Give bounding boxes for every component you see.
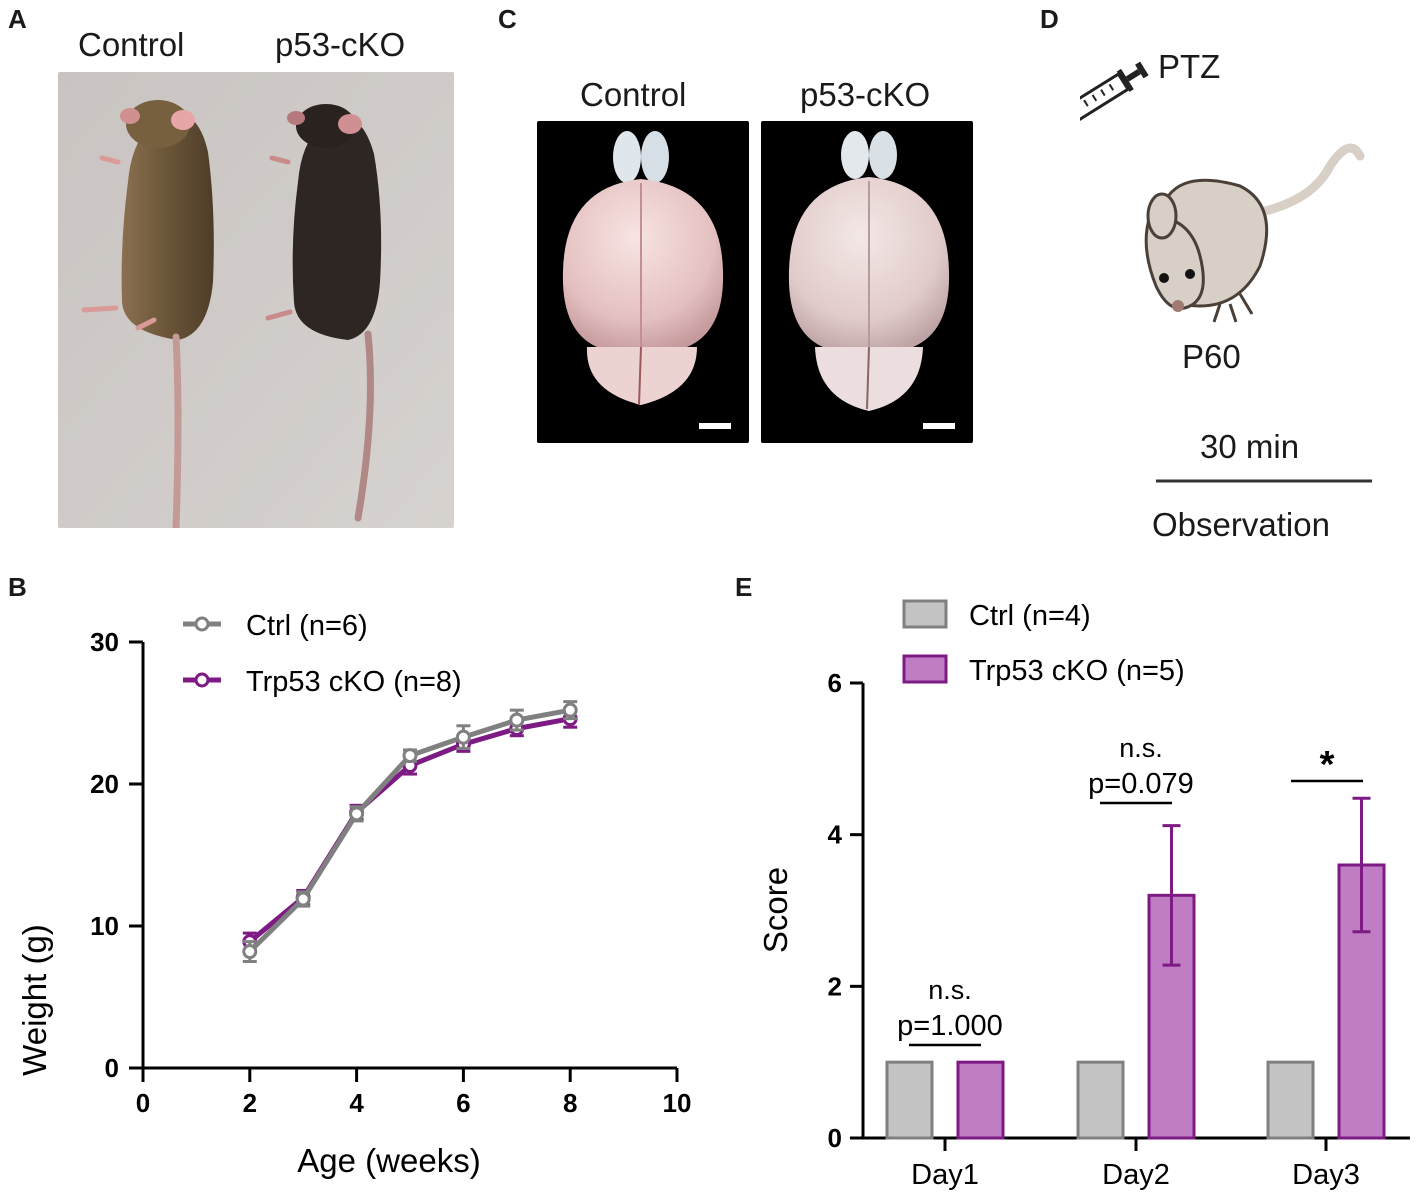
duration-label: 30 min <box>1200 428 1300 465</box>
ptz-schematic <box>1080 61 1372 483</box>
weight-data-point <box>509 712 525 728</box>
mice-photo <box>58 72 454 528</box>
score-y-tick-label: 4 <box>828 820 843 850</box>
score-legend-swatch <box>902 599 948 629</box>
panel-label-d: D <box>1040 4 1059 34</box>
mouse-control-label: Control <box>78 26 185 63</box>
weight-y-tick-label: 20 <box>90 769 119 799</box>
score-bar <box>1076 1060 1125 1140</box>
weight-x-tick-label: 6 <box>456 1088 470 1118</box>
score-bar <box>1266 1060 1315 1140</box>
weight-chart: Ctrl (n=6) Trp53 cKO (n=8) 0 10 20 30 0 2 4 6 8 10… <box>16 610 692 1179</box>
weight-data-point <box>349 806 365 822</box>
panel-label-a: A <box>8 4 27 34</box>
score-bar <box>885 1060 934 1140</box>
p-value-label: p=1.000 <box>897 1010 1003 1042</box>
drug-label: PTZ <box>1158 48 1221 85</box>
control-mouse <box>81 100 214 528</box>
significance-star: * <box>1320 744 1335 786</box>
weight-legend-marker <box>194 672 210 688</box>
syringe-icon <box>1080 61 1149 125</box>
weight-y-tick-label: 30 <box>90 627 119 657</box>
age-label: P60 <box>1182 338 1241 375</box>
weight-x-tick-label: 4 <box>349 1088 364 1118</box>
phase-label: Observation <box>1152 506 1330 543</box>
weight-x-axis-label: Age (weeks) <box>297 1142 480 1179</box>
ns-label: n.s. <box>928 975 972 1005</box>
score-y-tick-label: 0 <box>828 1123 842 1153</box>
score-legend-label: Trp53 cKO (n=5) <box>969 655 1185 687</box>
weight-y-axis-label: Weight (g) <box>16 924 53 1076</box>
score-legend-label: Ctrl (n=4) <box>969 600 1091 632</box>
weight-data-point <box>242 944 258 960</box>
cko-mouse <box>265 104 382 522</box>
score-chart: Ctrl (n=4) Trp53 cKO (n=5) 0 2 4 6 Day1 Day2 Da… <box>757 599 1410 1191</box>
weight-data-point <box>402 748 418 764</box>
weight-data-point <box>562 702 578 718</box>
weight-legend-label: Ctrl (n=6) <box>246 610 368 642</box>
score-y-tick-label: 6 <box>828 668 842 698</box>
scale-bar <box>923 423 955 429</box>
brain-photo-cko <box>761 121 973 443</box>
weight-x-tick-label: 0 <box>136 1088 150 1118</box>
score-x-tick-label: Day1 <box>911 1159 979 1191</box>
weight-y-tick-label: 0 <box>105 1053 119 1083</box>
score-bar <box>956 1060 1005 1140</box>
weight-data-point <box>455 729 471 745</box>
score-y-axis-label: Score <box>757 867 794 953</box>
score-legend-swatch <box>902 654 948 684</box>
mouse-icon <box>1144 143 1365 323</box>
weight-y-tick-label: 10 <box>90 911 119 941</box>
brain-photo-control <box>537 121 749 443</box>
brain-cko-label: p53-cKO <box>800 76 931 113</box>
score-x-tick-label: Day2 <box>1102 1159 1170 1191</box>
panel-label-e: E <box>735 572 753 602</box>
p-value-label: p=0.079 <box>1088 768 1194 800</box>
ns-label: n.s. <box>1119 733 1163 763</box>
weight-legend-marker <box>194 616 210 632</box>
score-y-tick-label: 2 <box>828 971 842 1001</box>
weight-data-point <box>295 891 311 907</box>
weight-x-tick-label: 2 <box>243 1088 257 1118</box>
weight-x-tick-label: 8 <box>563 1088 577 1118</box>
panel-label-c: C <box>498 4 517 34</box>
panel-label-b: B <box>8 572 27 602</box>
score-x-tick-label: Day3 <box>1292 1159 1360 1191</box>
weight-series-line <box>248 707 571 954</box>
weight-legend-label: Trp53 cKO (n=8) <box>246 666 462 698</box>
mouse-cko-label: p53-cKO <box>275 26 406 63</box>
brain-control-label: Control <box>580 76 687 113</box>
scale-bar <box>699 423 731 429</box>
weight-x-tick-label: 10 <box>663 1088 692 1118</box>
